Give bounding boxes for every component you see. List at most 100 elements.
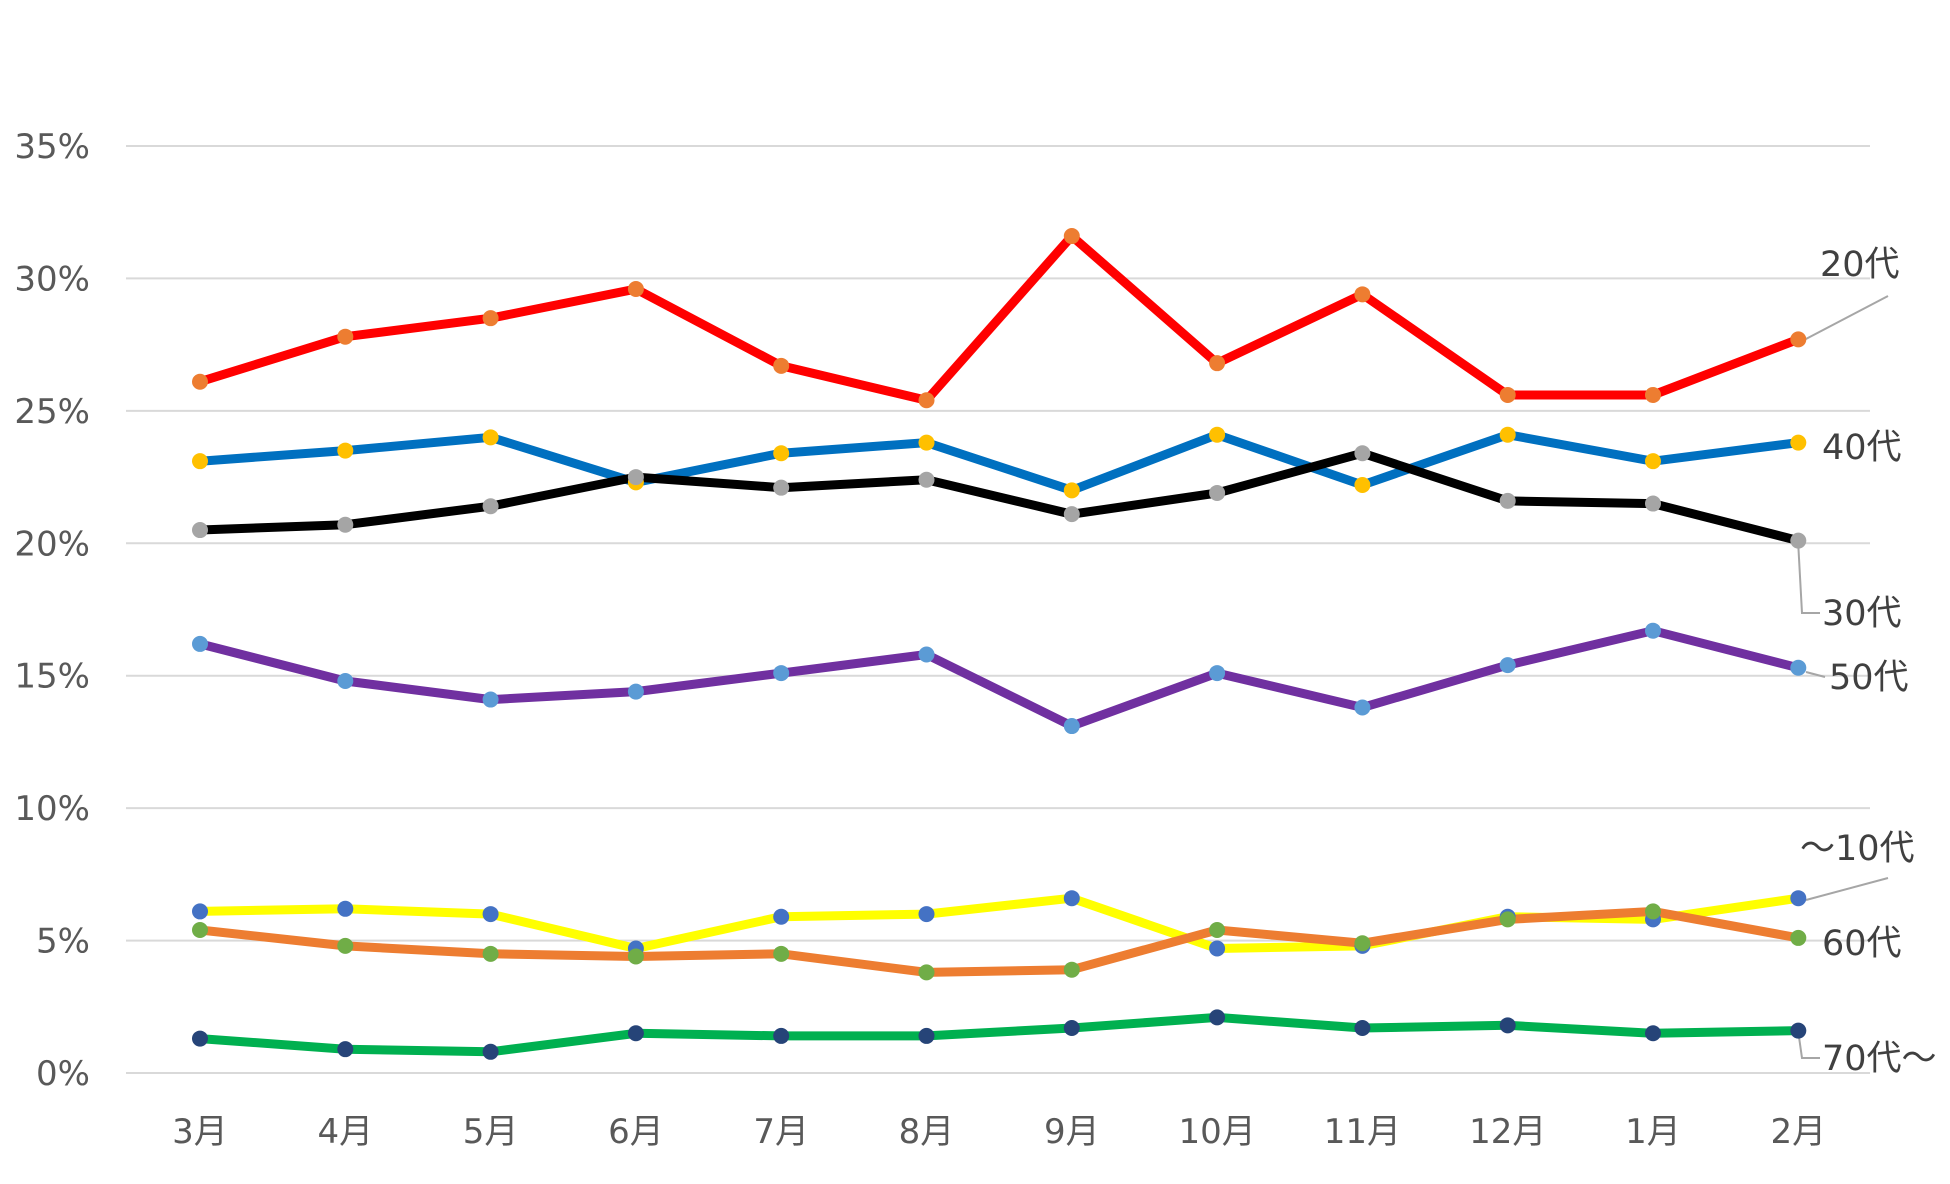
y-tick-label: 15% [14,657,90,697]
data-point [918,646,935,663]
data-point [773,665,790,682]
data-point [337,442,354,459]
data-point [1790,929,1807,946]
data-point [1499,492,1516,509]
grid-layer [126,145,1870,1074]
series-label-leaders [1797,295,1889,1059]
data-point [337,673,354,690]
series-label: 50代 [1829,658,1909,698]
series-line [195,430,1803,495]
data-point [918,471,935,488]
data-point [1645,1025,1661,1042]
data-point [918,434,935,451]
data-point [337,328,354,345]
x-tick-label: 12月 [1469,1112,1546,1152]
series-label: ～10代 [1800,829,1915,869]
data-point [1209,940,1226,957]
data-point [1063,1019,1080,1036]
x-tick-label: 1月 [1625,1112,1681,1152]
data-point [337,1041,354,1058]
data-point [1499,657,1516,674]
x-axis-tick-labels: 3月 4月 5月 6月 7月 8月 9月 10月 11月 12月 1月 2月 [172,1112,1826,1152]
data-point [482,1043,499,1060]
data-point [337,900,354,917]
data-point [773,445,790,462]
data-point [337,516,354,533]
data-point [1790,1022,1807,1039]
data-point [1063,718,1080,735]
data-point [1354,286,1371,303]
data-point [192,635,208,652]
series-markers [192,228,1807,1060]
data-point [1354,699,1371,716]
label-leader-line [1797,539,1820,614]
data-point [773,945,790,962]
data-point [627,469,644,486]
data-point [918,964,935,981]
data-point [918,1027,935,1044]
x-tick-label: 5月 [463,1112,519,1152]
x-tick-label: 6月 [608,1112,664,1152]
data-point [1790,659,1807,676]
data-point [1645,386,1661,403]
data-point [482,691,499,708]
data-point [192,903,208,920]
data-point [773,479,790,496]
data-point [1209,484,1226,501]
x-tick-label: 9月 [1044,1112,1100,1152]
data-point [773,908,790,925]
data-point [1790,434,1807,451]
data-point [1209,665,1226,682]
x-tick-label: 7月 [753,1112,809,1152]
data-point [1354,1019,1371,1036]
label-leader-line [1797,1029,1820,1059]
data-point [1209,355,1226,372]
series-line [195,448,1803,546]
data-point [1499,911,1516,928]
x-tick-label: 3月 [172,1112,228,1152]
series-label: 30代 [1822,594,1902,634]
x-tick-label: 8月 [899,1112,955,1152]
y-tick-label: 30% [14,259,90,299]
label-leader-line [1805,671,1826,678]
series-line [195,626,1803,731]
series-label: 70代～ [1822,1039,1937,1079]
series-label: 40代 [1822,428,1902,468]
series-line [195,1012,1803,1057]
data-point [192,1030,208,1047]
data-point [1790,532,1807,549]
data-point [1209,1009,1226,1026]
data-point [192,373,208,390]
x-tick-label: 10月 [1178,1112,1255,1152]
data-point [1063,482,1080,499]
data-point [482,498,499,515]
data-point [482,310,499,327]
data-point [1499,386,1516,403]
data-point [773,1027,790,1044]
label-leader-line [1803,295,1889,341]
data-point [1209,426,1226,443]
data-point [1354,935,1371,952]
data-point [192,453,208,470]
data-point [482,906,499,923]
data-point [773,357,790,374]
data-point [1645,495,1661,512]
data-point [482,429,499,446]
x-tick-label: 11月 [1324,1112,1401,1152]
y-axis-tick-labels: 0% 5% 10% 15% 20% 25% 30% 35% [14,127,90,1094]
series-line [195,906,1803,977]
data-point [1790,331,1807,348]
data-point [482,945,499,962]
series-label: 60代 [1822,924,1902,964]
y-tick-label: 20% [14,524,90,564]
data-point [1354,477,1371,494]
y-tick-label: 35% [14,127,90,167]
data-point [1645,622,1661,639]
y-tick-label: 10% [14,789,90,829]
data-point [1063,228,1080,245]
data-point [192,921,208,938]
data-point [1063,961,1080,978]
y-tick-label: 5% [36,922,90,962]
series-line [195,231,1803,405]
